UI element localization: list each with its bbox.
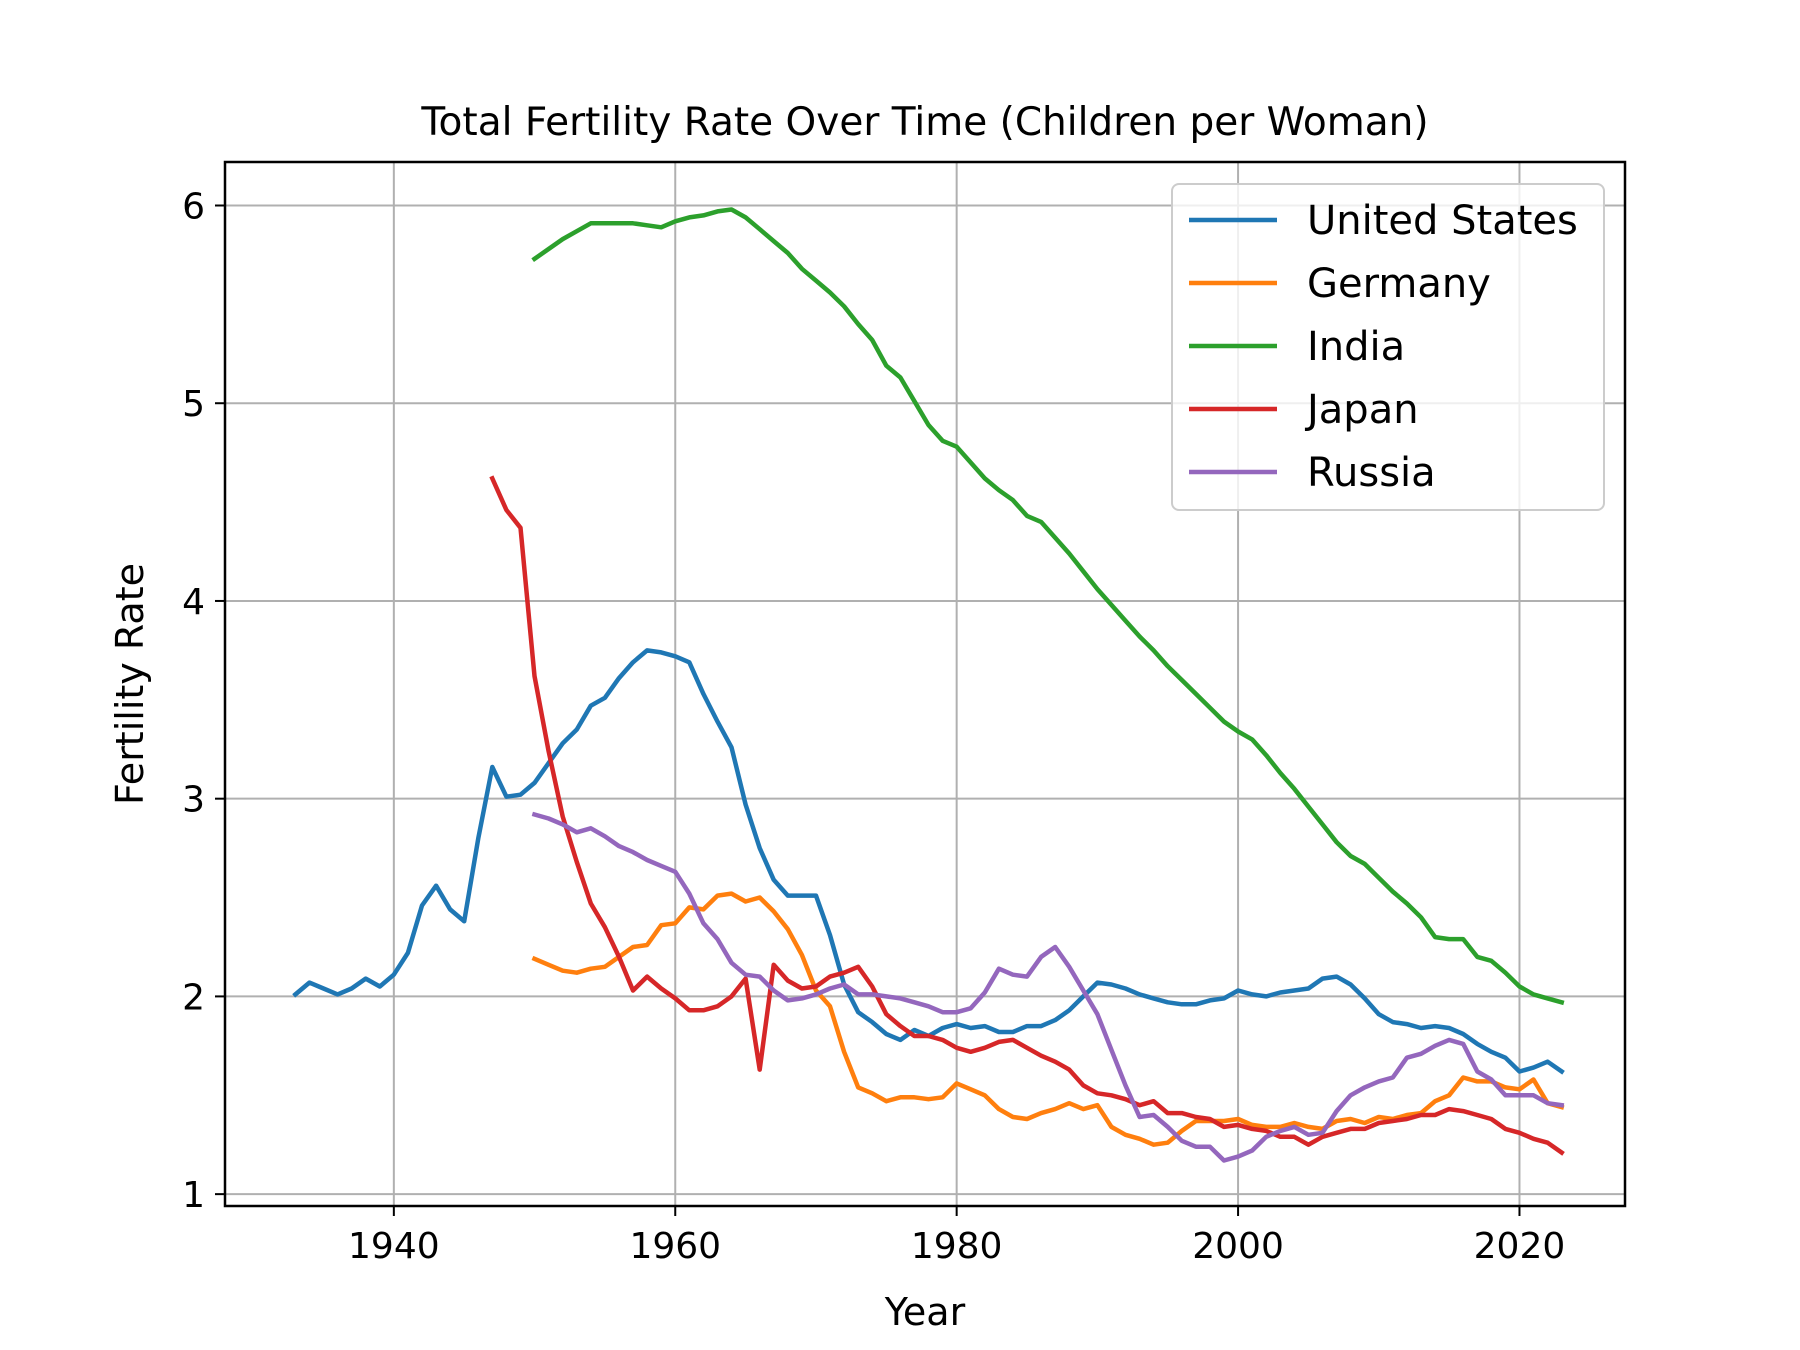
legend-label-japan: Japan <box>1304 387 1419 433</box>
y-tick-label: 5 <box>182 384 205 425</box>
y-tick-label: 6 <box>182 187 205 228</box>
legend-label-germany: Germany <box>1307 261 1491 307</box>
y-axis-ticks: 1 2 3 4 5 6 <box>182 187 225 1216</box>
x-tick-label: 1960 <box>629 1226 721 1267</box>
y-tick-label: 1 <box>182 1175 205 1216</box>
legend: United States Germany India Japan Russia <box>1171 183 1605 511</box>
series-lines <box>292 207 1565 1163</box>
series-line-india <box>531 207 1565 1006</box>
x-tick-label: 1940 <box>348 1226 440 1267</box>
legend-label-india: India <box>1307 324 1405 370</box>
y-tick-label: 4 <box>182 582 205 623</box>
chart-title: Total Fertility Rate Over Time (Children… <box>420 100 1428 145</box>
x-tick-label: 2020 <box>1474 1226 1566 1267</box>
series-line-japan <box>489 475 1565 1156</box>
y-axis-label: Fertility Rate <box>108 563 152 805</box>
y-tick-label: 2 <box>182 977 205 1018</box>
legend-label-russia: Russia <box>1307 450 1436 496</box>
series-line-russia <box>531 811 1565 1163</box>
x-tick-label: 1980 <box>911 1226 1003 1267</box>
x-axis-ticks: 1940 1960 1980 2000 2020 <box>348 1206 1565 1267</box>
x-tick-label: 2000 <box>1192 1226 1284 1267</box>
plot-frame <box>223 160 1627 1208</box>
y-tick-label: 3 <box>182 780 205 821</box>
x-axis-label: Year <box>884 1290 966 1334</box>
legend-box <box>1171 183 1605 511</box>
series-line-germany <box>531 891 1565 1147</box>
legend-label-united-states: United States <box>1307 198 1578 244</box>
